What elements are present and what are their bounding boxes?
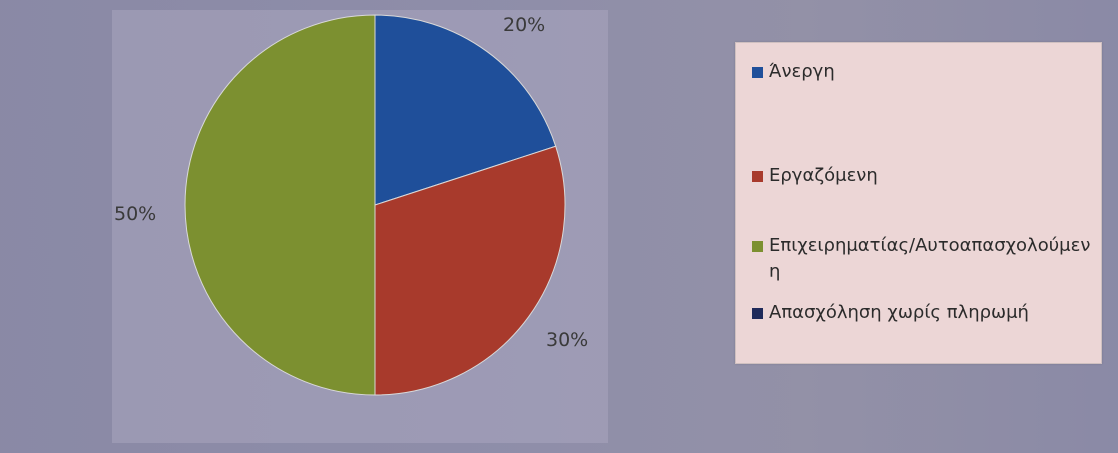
pie-slice-ergazomeni xyxy=(374,145,566,396)
legend-item-ergazomeni: Εργαζόμενη xyxy=(752,163,1094,189)
legend-label-anergi: Άνεργη xyxy=(769,61,835,82)
data-label-epixeirimatias: 50% xyxy=(114,203,157,225)
legend-item-apasxolisi: Απασχόληση χωρίς πληρωμή xyxy=(752,300,1094,326)
legend-swatch-ergazomeni xyxy=(752,171,763,182)
data-label-anergi: 20% xyxy=(503,14,546,36)
legend-swatch-anergi xyxy=(752,67,763,78)
legend: Άνεργη Εργαζόμενη Επιχειρηματίας/Αυτοαπα… xyxy=(735,42,1102,364)
legend-label-epixeirimatias: Επιχειρηματίας/Αυτοαπασχολούμενη xyxy=(769,235,1091,282)
pie-slice-epixeirimatias xyxy=(184,14,376,396)
pie-slice-anergi xyxy=(374,14,557,206)
pie-svg xyxy=(184,14,566,396)
legend-label-apasxolisi: Απασχόληση χωρίς πληρωμή xyxy=(769,302,1029,323)
legend-label-ergazomeni: Εργαζόμενη xyxy=(769,165,878,186)
legend-item-epixeirimatias: Επιχειρηματίας/Αυτοαπασχολούμενη xyxy=(752,233,1094,285)
plot-area xyxy=(112,10,608,443)
legend-swatch-epixeirimatias xyxy=(752,241,763,252)
legend-item-anergi: Άνεργη xyxy=(752,59,1094,85)
data-label-ergazomeni: 30% xyxy=(546,329,589,351)
legend-swatch-apasxolisi xyxy=(752,308,763,319)
